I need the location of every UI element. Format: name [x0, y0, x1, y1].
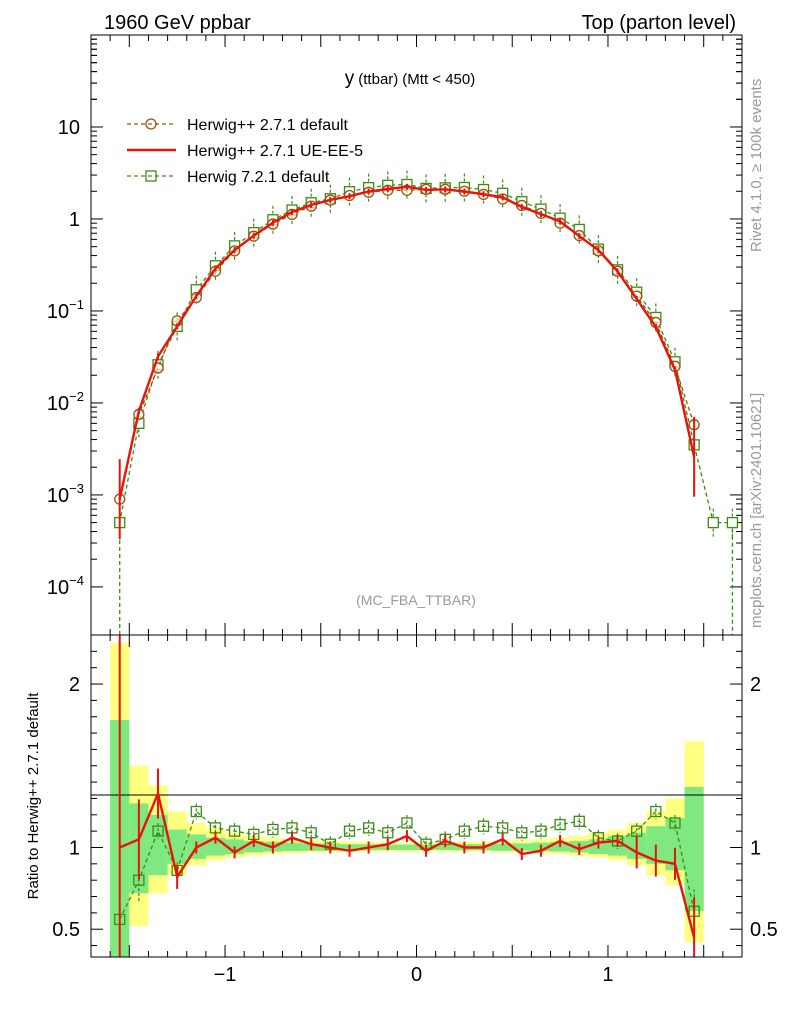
ratio-marker-h7 — [190, 805, 202, 818]
legend-marker-herwig-default — [145, 118, 157, 130]
ratio-y-tick-label-right: 0.5 — [750, 919, 778, 941]
legend-marker-h7 — [145, 170, 157, 182]
ratio-y-tick-label-right: 2 — [750, 674, 761, 696]
main-y-tick-label: 10−2 — [47, 389, 84, 415]
ratio-marker-h7 — [554, 818, 566, 831]
main-y-tick-label: 10−4 — [47, 573, 84, 599]
main-y-tick-label: 10−1 — [47, 297, 84, 323]
ratio-marker-h7 — [382, 827, 394, 839]
ratio-band-green — [493, 843, 513, 851]
main-y-tick-label: 1 — [69, 209, 80, 231]
ratio-marker-h7 — [458, 825, 471, 837]
plot-title-main: y — [345, 68, 355, 89]
ratio-x-tick-labels: −1 0 1 — [214, 964, 614, 986]
plot-title: y (ttbar) (Mtt < 450) — [345, 68, 475, 89]
legend: Herwig++ 2.7.1 default Herwig++ 2.7.1 UE… — [127, 117, 363, 186]
ratio-x-tick-label: 0 — [411, 964, 422, 986]
ratio-marker-h7 — [497, 822, 509, 834]
legend-entry-h7: Herwig 7.2.1 default — [127, 169, 330, 186]
ratio-y-tick-labels: 0.5 0.5 1 1 2 2 — [52, 674, 778, 941]
ratio-marker-h7 — [228, 825, 241, 837]
ratio-bands-layer — [110, 643, 704, 957]
ratio-line-h7 — [119, 810, 695, 920]
ratio-y-tick-label-left: 0.5 — [52, 919, 80, 941]
ratio-x-tick-label: −1 — [214, 964, 237, 986]
legend-entry-ue-ee5: Herwig++ 2.7.1 UE-EE-5 — [127, 143, 363, 160]
legend-entry-herwig-default: Herwig++ 2.7.1 default — [127, 117, 349, 134]
ratio-marker-h7 — [267, 823, 279, 836]
ratio-marker-h7 — [669, 817, 681, 829]
ratio-y-tick-label-right: 1 — [750, 837, 761, 859]
ratio-series-layer — [114, 635, 700, 957]
ratio-band-green — [397, 844, 417, 850]
legend-label-h7: Herwig 7.2.1 default — [187, 169, 330, 186]
marker-h7 — [726, 516, 739, 529]
ratio-band-green — [282, 842, 302, 852]
ratio-y-axis-label: Ratio to Herwig++ 2.7.1 default — [25, 692, 42, 900]
legend-label-ue-ee5: Herwig++ 2.7.1 UE-EE-5 — [187, 143, 363, 160]
main-y-tick-label: 10 — [58, 117, 80, 139]
header-right-label: Top (parton level) — [581, 12, 736, 34]
marker-h7 — [707, 516, 719, 529]
ratio-marker-h7 — [477, 820, 490, 832]
legend-label-herwig-default: Herwig++ 2.7.1 default — [187, 117, 349, 134]
ratio-panel: 0.5 0.5 1 1 2 2 −1 0 1 Ratio to Herwig++ 2.7.1 … — [25, 634, 778, 986]
ratio-marker-h7 — [516, 827, 528, 839]
series-line-herwig-default — [119, 188, 695, 500]
ratio-axis-ticks — [90, 635, 743, 957]
ratio-y-tick-label-left: 2 — [69, 674, 80, 696]
ratio-marker-h7 — [573, 815, 585, 827]
ratio-marker-h7 — [401, 817, 413, 829]
ratio-marker-h7 — [535, 825, 547, 837]
main-series-layer — [114, 170, 739, 636]
watermark-label: (MC_FBA_TTBAR) — [356, 592, 476, 608]
main-axis-ticks — [90, 35, 743, 635]
series-line-ue-ee5 — [118, 185, 696, 500]
ratio-marker-h7 — [362, 822, 375, 834]
rivet-label: Rivet 4.1.0, ≥ 100k events — [748, 79, 765, 252]
plot-title-sub: (ttbar) — [358, 71, 398, 88]
series-line-h7 — [119, 183, 734, 636]
ratio-marker-h7 — [152, 825, 164, 837]
ratio-marker-h7 — [631, 825, 643, 837]
ratio-x-tick-label: 1 — [602, 964, 613, 986]
main-y-tick-labels: 10 1 10−1 10−2 10−3 10−4 — [47, 117, 84, 599]
ratio-marker-h7 — [650, 805, 662, 818]
ratio-band-green — [684, 787, 704, 912]
ratio-marker-h7 — [343, 825, 356, 837]
ratio-band-green — [665, 818, 685, 871]
ratio-marker-h7 — [305, 827, 317, 839]
main-y-tick-label: 10−3 — [47, 481, 84, 507]
ratio-y-tick-label-left: 1 — [69, 837, 80, 859]
mcplots-label: mcplots.cern.ch [arXiv:2401.10621] — [748, 393, 765, 628]
plot-title-cond: (Mtt < 450) — [402, 71, 475, 88]
ratio-frame — [90, 634, 743, 958]
ratio-band-green — [512, 843, 532, 851]
header-left-label: 1960 GeV ppbar — [104, 12, 251, 34]
